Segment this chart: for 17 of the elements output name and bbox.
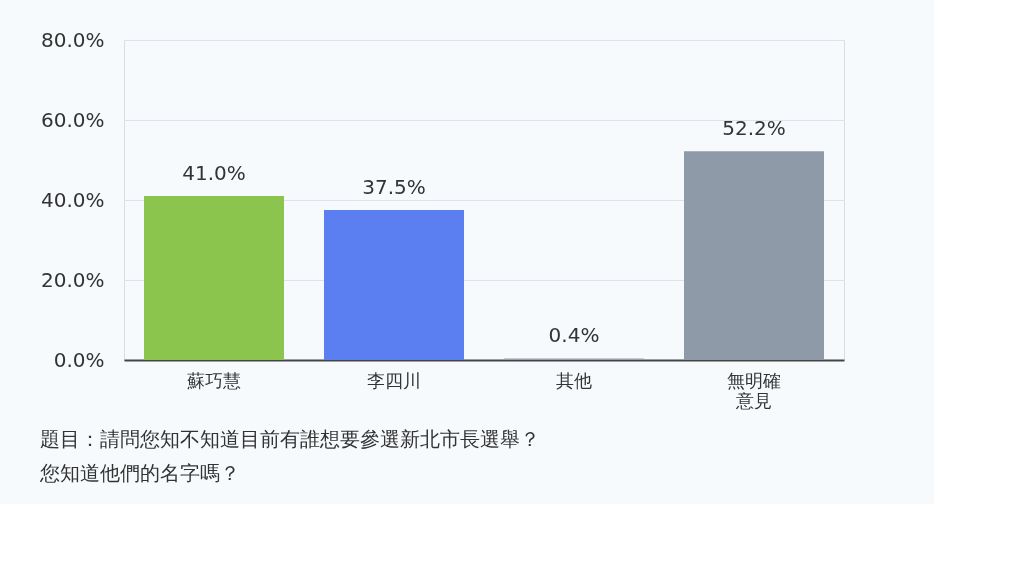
data-label: 41.0%	[182, 161, 246, 185]
x-tick-label: 其他	[556, 369, 592, 391]
y-tick-label: 60.0%	[40, 107, 105, 132]
x-tick-label: 李四川	[367, 369, 421, 391]
bar	[324, 210, 464, 360]
y-tick-label: 40.0%	[40, 187, 105, 212]
bar	[684, 151, 824, 360]
text: 題目：請問您知不知道目前有誰想要參選新北市長選舉？您知道他們的名字嗎？	[39, 427, 541, 485]
y-tick-label: 0.0%	[53, 347, 105, 372]
bar	[144, 196, 284, 360]
data-label: 0.4%	[548, 323, 600, 348]
y-tick-label: 20.0%	[40, 267, 105, 292]
data-label: 52.2%	[722, 116, 786, 141]
y-tick-label: 80.0%	[40, 27, 105, 52]
x-tick-label: 無明確意見	[727, 369, 781, 411]
data-label: 37.5%	[362, 175, 426, 199]
x-tick-label: 蘇巧慧	[187, 369, 241, 391]
